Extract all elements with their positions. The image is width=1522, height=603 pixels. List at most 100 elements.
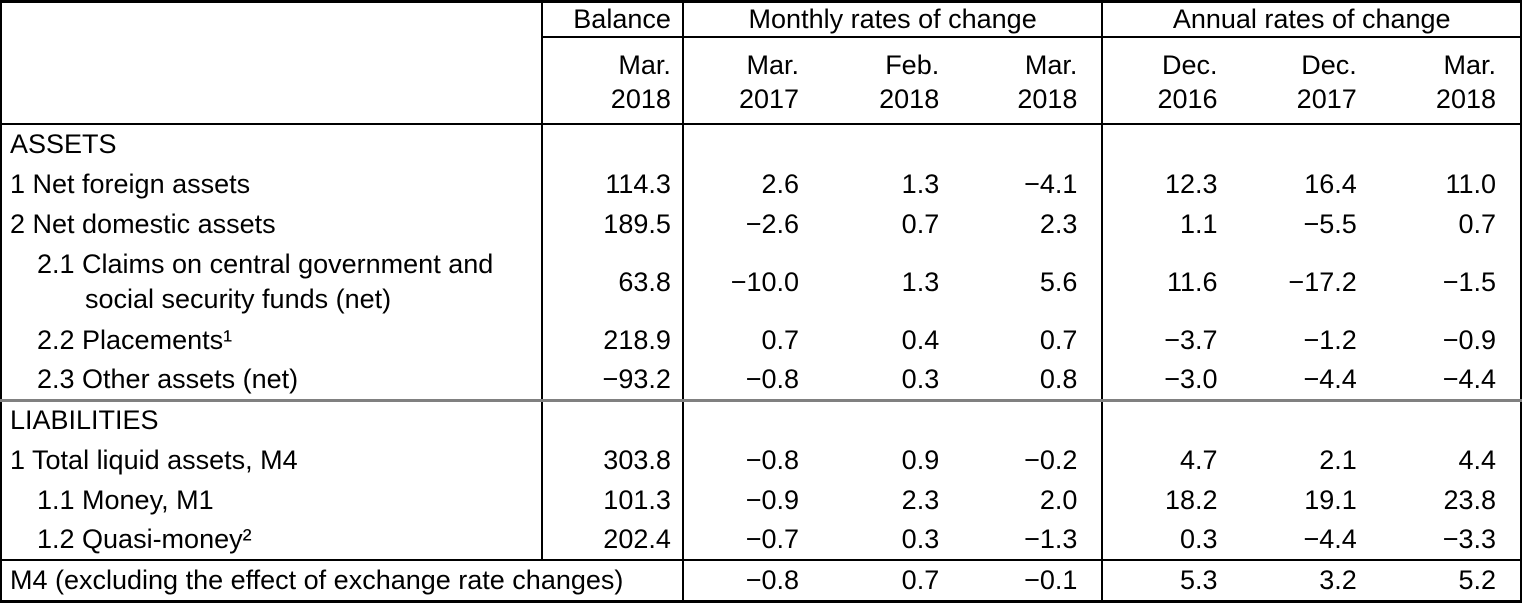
annual-rate-value <box>1380 398 1521 440</box>
period-month: Dec. <box>1162 50 1218 80</box>
period-year: 2018 <box>879 84 940 114</box>
period-month: Mar. <box>618 50 671 80</box>
balance-value: 63.8 <box>540 244 683 320</box>
period-year: 2017 <box>738 84 800 114</box>
monthly-rate-value: 2.3 <box>1039 208 1078 239</box>
annual-rate-value: 19.1 <box>1304 484 1357 515</box>
row-label-line: social security funds (net) <box>85 284 392 314</box>
monthly-rate-value: −0.1 <box>963 559 1103 602</box>
period-month: Mar. <box>1024 50 1078 80</box>
annual-rate-value: 4.7 <box>1101 440 1242 480</box>
annual-rate-value <box>1101 124 1242 164</box>
monthly-rate-value: 2.6 <box>681 164 824 204</box>
monthly-rate-value: −4.1 <box>1024 168 1078 199</box>
annual-rate-value: −1.2 <box>1303 324 1357 355</box>
row-label: 2.3 Other assets (net) <box>37 363 299 394</box>
section-header-row: LIABILITIES <box>1 398 1521 440</box>
annual-rate-value <box>1242 124 1381 164</box>
monthly-rate-value: −0.8 <box>681 360 824 400</box>
monthly-rate-value: 0.8 <box>1039 363 1078 394</box>
annual-rate-value: −3.3 <box>1442 524 1496 554</box>
table-header: Balance Monthly rates of change Annual r… <box>1 1 1521 125</box>
row-label: 1.2 Quasi-money² <box>37 524 252 554</box>
row-label: 1.1 Money, M1 <box>37 484 214 515</box>
annual-rate-value: −4.4 <box>1303 524 1357 554</box>
header-balance: Balance <box>540 1 683 38</box>
monthly-rate-value: −0.9 <box>681 480 824 520</box>
header-monthly-period-2: Feb. 2018 <box>823 37 964 125</box>
monthly-rate-value: 0.7 <box>681 320 824 360</box>
row-label: 2.2 Placements¹ <box>37 324 233 355</box>
balance-value: 218.9 <box>540 320 683 360</box>
period-month: Feb. <box>885 50 940 80</box>
annual-rate-value: 16.4 <box>1304 168 1357 199</box>
annual-rate-value: −3.0 <box>1101 360 1242 400</box>
row-label: ASSETS <box>10 129 117 159</box>
annual-rate-value <box>1101 398 1242 440</box>
header-annual-period-2: Dec. 2017 <box>1241 37 1381 125</box>
monthly-rate-value <box>681 124 824 164</box>
header-monthly-period-3: Mar. 2018 <box>963 37 1103 125</box>
balance-value: 114.3 <box>540 164 683 204</box>
annual-rate-value: 1.1 <box>1101 204 1242 244</box>
footer-row: M4 (excluding the effect of exchange rat… <box>1 559 1521 602</box>
table-row: 2 Net domestic assets 189.5 −2.6 0.7 2.3 1.1 −… <box>1 204 1521 244</box>
annual-rate-value: 4.4 <box>1458 444 1496 475</box>
annual-rate-value: −0.9 <box>1442 324 1496 355</box>
monthly-rate-value: 0.3 <box>901 363 940 394</box>
annual-rate-value: 0.7 <box>1458 208 1496 239</box>
monthly-rate-value: 0.4 <box>901 324 940 355</box>
monthly-rate-value: 0.7 <box>1039 324 1078 355</box>
monthly-rate-value <box>823 124 963 164</box>
table-row: 1.1 Money, M1 101.3 −0.9 2.3 2.0 18.2 19.1 23.8 <box>1 480 1521 520</box>
annual-rate-value: 11.6 <box>1101 244 1242 320</box>
row-label: LIABILITIES <box>1 398 542 440</box>
table-row: 2.3 Other assets (net) −93.2 −0.8 0.3 0.8 −3.… <box>1 360 1521 400</box>
period-month: Mar. <box>1443 50 1496 80</box>
monthly-rate-value: −10.0 <box>681 244 824 320</box>
balance-value: 101.3 <box>540 480 683 520</box>
row-label-line: 2.1 Claims on central government and <box>37 249 494 279</box>
monthly-rate-value: 1.3 <box>901 266 940 297</box>
period-month: Dec. <box>1301 50 1357 80</box>
annual-rate-value: 2.1 <box>1319 444 1357 475</box>
monthly-rate-value: 1.3 <box>901 168 940 199</box>
monthly-rate-value <box>823 398 964 440</box>
monthly-rate-value: 2.3 <box>901 484 940 515</box>
annual-rate-value: 3.2 <box>1241 559 1381 602</box>
annual-rate-value: −1.5 <box>1442 266 1496 297</box>
annual-rate-value: −17.2 <box>1288 266 1357 297</box>
monthly-rate-value: 0.7 <box>823 559 964 602</box>
monthly-rate-value: −0.8 <box>681 440 824 480</box>
annual-rate-value: 5.3 <box>1101 559 1242 602</box>
monthly-rate-value <box>681 398 824 440</box>
period-year: 2016 <box>1157 84 1218 114</box>
period-year: 2017 <box>1296 84 1357 114</box>
header-monthly-period-1: Mar. 2017 <box>681 37 824 125</box>
row-label: 1 Net foreign assets <box>10 168 251 199</box>
annual-rate-value: 5.2 <box>1380 559 1521 602</box>
table-row: 1 Net foreign assets 114.3 2.6 1.3 −4.1 12.3 1… <box>1 164 1521 204</box>
monthly-rate-value: 0.9 <box>901 444 940 475</box>
table-body: ASSETS 1 Net foreign assets 114.3 2.6 1.3 −4.… <box>1 124 1521 602</box>
row-label: 2 Net domestic assets <box>10 208 276 239</box>
header-group-row: Balance Monthly rates of change Annual r… <box>1 1 1521 125</box>
monthly-rate-value: −1.3 <box>1024 524 1078 554</box>
header-monthly-group: Monthly rates of change <box>681 1 1103 38</box>
balance-value <box>540 124 683 164</box>
header-annual-period-1: Dec. 2016 <box>1101 37 1242 125</box>
row-label: M4 (excluding the effect of exchange rat… <box>1 559 683 602</box>
header-empty-cell <box>1 1 542 125</box>
monthly-rate-value: 0.3 <box>901 524 940 554</box>
annual-rate-value: −3.7 <box>1101 320 1242 360</box>
monthly-rate-value: −2.6 <box>681 204 824 244</box>
balance-value: 189.5 <box>540 204 683 244</box>
table-row: 1.2 Quasi-money² 202.4 −0.7 0.3 −1.3 0.3 −4.4 −… <box>1 520 1521 560</box>
table-row: 2.2 Placements¹ 218.9 0.7 0.4 0.7 −3.7 −1.2 −0.… <box>1 320 1521 360</box>
annual-rate-value: 12.3 <box>1101 164 1242 204</box>
annual-rate-value: 11.0 <box>1445 168 1496 199</box>
balance-value: −93.2 <box>540 360 683 400</box>
annual-rate-value: 18.2 <box>1101 480 1242 520</box>
monthly-rate-value: −0.2 <box>1024 444 1078 475</box>
